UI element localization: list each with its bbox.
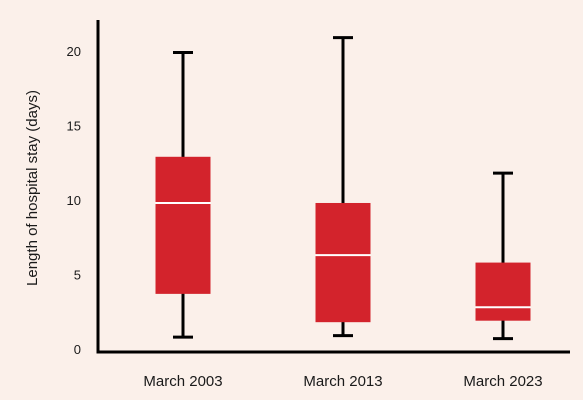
x-category-label: March 2003 bbox=[143, 373, 222, 390]
x-category-label: March 2013 bbox=[303, 373, 382, 390]
box-group bbox=[315, 36, 371, 338]
y-tick-label: 10 bbox=[67, 193, 81, 208]
box-group bbox=[475, 171, 531, 341]
x-categories-layer: March 2003 March 2013 March 2023 bbox=[143, 373, 542, 390]
box-iqr bbox=[475, 262, 531, 321]
y-tick-label: 20 bbox=[67, 44, 81, 59]
box-iqr bbox=[315, 202, 371, 323]
x-category-label: March 2023 bbox=[463, 373, 542, 390]
y-tick-label: 15 bbox=[67, 119, 81, 134]
y-tick-label: 0 bbox=[74, 342, 81, 357]
y-tick-label: 5 bbox=[74, 268, 81, 283]
y-axis-title: Length of hospital stay (days) bbox=[24, 90, 41, 286]
box-group bbox=[155, 50, 211, 339]
y-ticks-layer: 0 5 10 15 20 bbox=[67, 44, 81, 357]
boxes-layer bbox=[155, 36, 531, 341]
box-iqr bbox=[155, 156, 211, 294]
